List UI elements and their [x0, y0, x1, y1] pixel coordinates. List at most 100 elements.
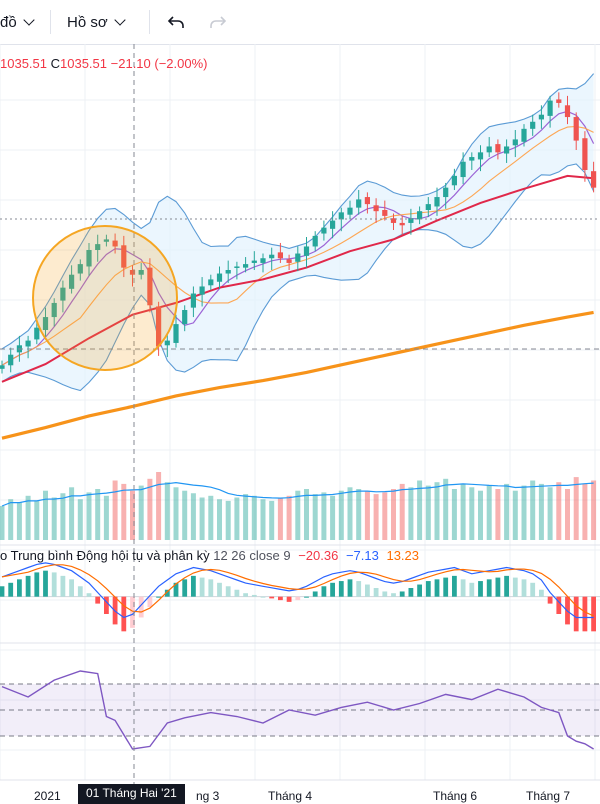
macd-histogram-bar: [556, 596, 562, 614]
volume-bar: [538, 483, 544, 540]
candle-body: [373, 205, 379, 212]
volume-bar: [173, 487, 179, 540]
macd-histogram-bar: [51, 572, 57, 597]
volume-bar: [277, 497, 283, 540]
volume-bar: [582, 483, 588, 540]
candle-body: [182, 310, 188, 325]
volume-bar: [399, 483, 405, 540]
macd-legend[interactable]: o Trung bình Động hội tụ và phân kỳ 12 2…: [0, 548, 419, 563]
macd-histogram-bar: [408, 588, 414, 597]
chevron-down-icon: [23, 14, 35, 26]
macd-signal-line: [1, 564, 594, 617]
rsi-panel: [0, 670, 600, 750]
candle-body: [260, 258, 266, 263]
redo-button[interactable]: [208, 0, 228, 44]
highlight-circle: [32, 225, 178, 371]
volume-bar: [286, 495, 292, 540]
undo-button[interactable]: [166, 0, 186, 44]
macd-title: o Trung bình Động hội tụ và phân kỳ: [0, 548, 210, 563]
macd-histogram-bar: [312, 591, 318, 597]
macd-panel: [0, 562, 600, 632]
candle-body: [312, 235, 318, 247]
candle-body: [147, 267, 153, 306]
macd-histogram-bar: [382, 591, 388, 597]
chart-type-menu[interactable]: đồ: [0, 0, 35, 44]
volume-bar: [51, 497, 57, 540]
candle-body: [34, 327, 40, 340]
macd-histogram-bar: [0, 586, 5, 597]
candle-body: [321, 227, 327, 234]
candle-body: [495, 144, 501, 153]
volume-bar: [112, 480, 118, 540]
volume-bar: [556, 482, 562, 540]
macd-histogram-bar: [191, 575, 196, 597]
macd-histogram-bar: [25, 575, 31, 597]
macd-histogram-bar: [399, 591, 405, 597]
candle-body: [303, 246, 310, 256]
volume-bar: [199, 497, 205, 540]
macd-histogram-bar: [434, 579, 440, 597]
profile-menu[interactable]: Hồ sơ: [67, 0, 126, 44]
undo-arrow-icon: [167, 16, 184, 28]
price-chart[interactable]: [0, 44, 600, 800]
candle-body: [86, 250, 92, 267]
crosshair-time-label: 01 Tháng Hai '21: [78, 784, 185, 804]
candle-body: [243, 264, 249, 268]
candle-body: [190, 293, 196, 308]
candle-body: [295, 253, 301, 262]
change-value: −21.10 (−2.00%): [110, 56, 208, 71]
candle-body: [251, 260, 257, 263]
macd-histogram-bar: [147, 596, 153, 608]
volume-bar: [69, 487, 75, 540]
macd-histogram-bar: [8, 582, 14, 597]
redo-arrow-icon: [210, 16, 227, 28]
macd-histogram-bar: [234, 589, 240, 597]
macd-histogram-bar: [356, 581, 362, 597]
volume-bar: [95, 489, 101, 540]
top-toolbar: đồ Hồ sơ: [0, 0, 600, 45]
macd-histogram-bar: [164, 589, 170, 597]
volume-bar: [147, 478, 153, 540]
ohlc-legend: 1035.51 C1035.51 −21.10 (−2.00%): [0, 56, 208, 71]
macd-histogram-bar: [217, 582, 222, 597]
macd-histogram-bar: [260, 596, 266, 598]
time-tick: Tháng 7: [526, 789, 571, 803]
macd-histogram-bar: [460, 579, 466, 597]
candles: [0, 92, 597, 374]
macd-histogram-bar: [504, 575, 509, 597]
volume-bar: [417, 480, 423, 540]
time-tick: Tháng 4: [268, 789, 313, 803]
volume-bar: [225, 500, 231, 540]
close-label: C: [50, 56, 61, 71]
volume-bar: [77, 499, 83, 540]
macd-histogram-bar: [582, 596, 588, 632]
macd-params: 12 26 close 9: [213, 548, 291, 563]
volume-bar: [382, 492, 388, 540]
macd-histogram-bar: [251, 594, 257, 597]
candle-body: [164, 340, 170, 346]
macd-histogram-bar: [269, 596, 275, 599]
macd-histogram-bar: [225, 586, 231, 597]
macd-histogram-bar: [173, 582, 179, 597]
volume-bar: [443, 478, 449, 540]
volume-bar: [25, 495, 31, 540]
candle-body: [356, 199, 362, 208]
volume-bar: [208, 495, 214, 540]
macd-histogram-bar: [130, 596, 135, 628]
time-tick: Tháng 6: [433, 789, 478, 803]
macd-signal-value: 13.23: [386, 548, 420, 563]
close-value: 1035.51: [60, 56, 108, 71]
volume-bar: [0, 506, 5, 540]
volume-bar: [530, 480, 536, 540]
candle-body: [564, 105, 571, 118]
volume-bar: [156, 472, 162, 540]
macd-histogram-bar: [573, 596, 579, 632]
candle-body: [364, 197, 370, 205]
candle-body: [347, 207, 353, 215]
macd-histogram-bar: [530, 582, 536, 597]
candle-body: [25, 340, 31, 347]
macd-histogram-bar: [208, 579, 214, 597]
candle-body: [538, 114, 544, 120]
macd-histogram-bar: [69, 579, 74, 597]
candle-body: [477, 152, 484, 160]
